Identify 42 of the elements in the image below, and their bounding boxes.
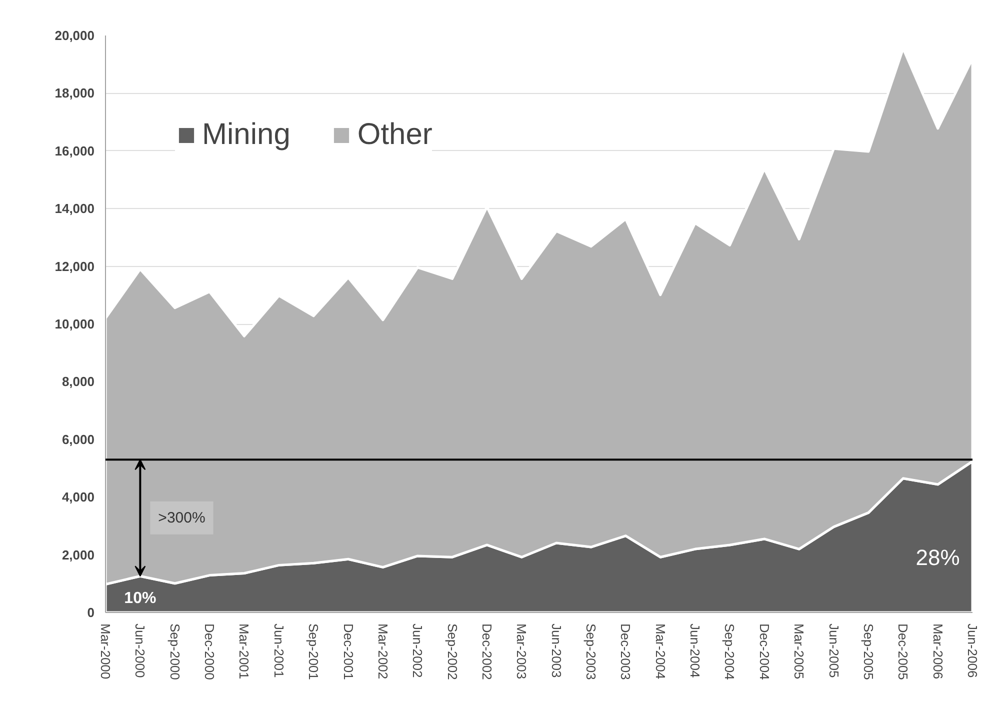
x-tick-label: Sep-2005 [860, 624, 876, 680]
x-tick-label: Sep-2001 [306, 624, 322, 680]
x-tick-label: Jun-2006 [965, 624, 980, 678]
x-tick-label: Mar-2003 [514, 624, 530, 680]
x-tick-label: Jun-2001 [271, 624, 286, 678]
legend-label: Mining [202, 118, 290, 152]
x-tick-label: Mar-2004 [652, 624, 668, 680]
x-tick-label: Jun-2000 [132, 624, 148, 678]
x-tick-label: Dec-2003 [618, 624, 634, 680]
y-tick-label: 8,000 [62, 374, 95, 390]
x-tick-label: Mar-2002 [375, 624, 390, 680]
x-tick-label: Dec-2002 [479, 624, 494, 680]
x-tick-label: Dec-2005 [896, 624, 911, 680]
y-tick-label: 10,000 [54, 316, 95, 332]
annotation: >300% [158, 509, 206, 526]
x-tick-label: Sep-2003 [584, 624, 599, 680]
x-tick-label: Jun-2005 [826, 624, 842, 678]
y-tick-label: 16,000 [54, 143, 95, 158]
x-tick-label: Mar-2005 [792, 624, 807, 680]
annotation: 28% [916, 545, 960, 570]
x-tick-label: Dec-2004 [756, 624, 772, 680]
x-tick-label: Mar-2001 [236, 624, 252, 680]
y-tick-label: 14,000 [54, 201, 95, 216]
x-tick-label: Jun-2003 [548, 624, 564, 678]
x-tick-label: Sep-2002 [444, 624, 460, 680]
x-tick-label: Sep-2000 [167, 624, 182, 680]
y-tick-label: 0 [87, 605, 95, 620]
y-tick-label: 6,000 [62, 432, 95, 447]
x-tick-label: Jun-2004 [688, 624, 703, 678]
x-tick-label: Sep-2004 [722, 624, 738, 680]
x-tick-label: Mar-2006 [930, 624, 946, 680]
x-tick-label: Dec-2001 [340, 624, 356, 680]
y-tick-label: 4,000 [62, 490, 95, 505]
y-tick-label: 18,000 [54, 86, 95, 101]
x-tick-label: Jun-2002 [410, 624, 426, 678]
legend-label: Other [357, 118, 432, 152]
annotation: 10% [124, 590, 156, 607]
y-tick-label: 2,000 [62, 547, 95, 562]
x-tick-label: Mar-2000 [98, 624, 113, 680]
y-tick-label: 12,000 [54, 258, 95, 274]
x-tick-label: Dec-2000 [202, 624, 218, 680]
y-tick-label: 20,000 [54, 28, 95, 43]
